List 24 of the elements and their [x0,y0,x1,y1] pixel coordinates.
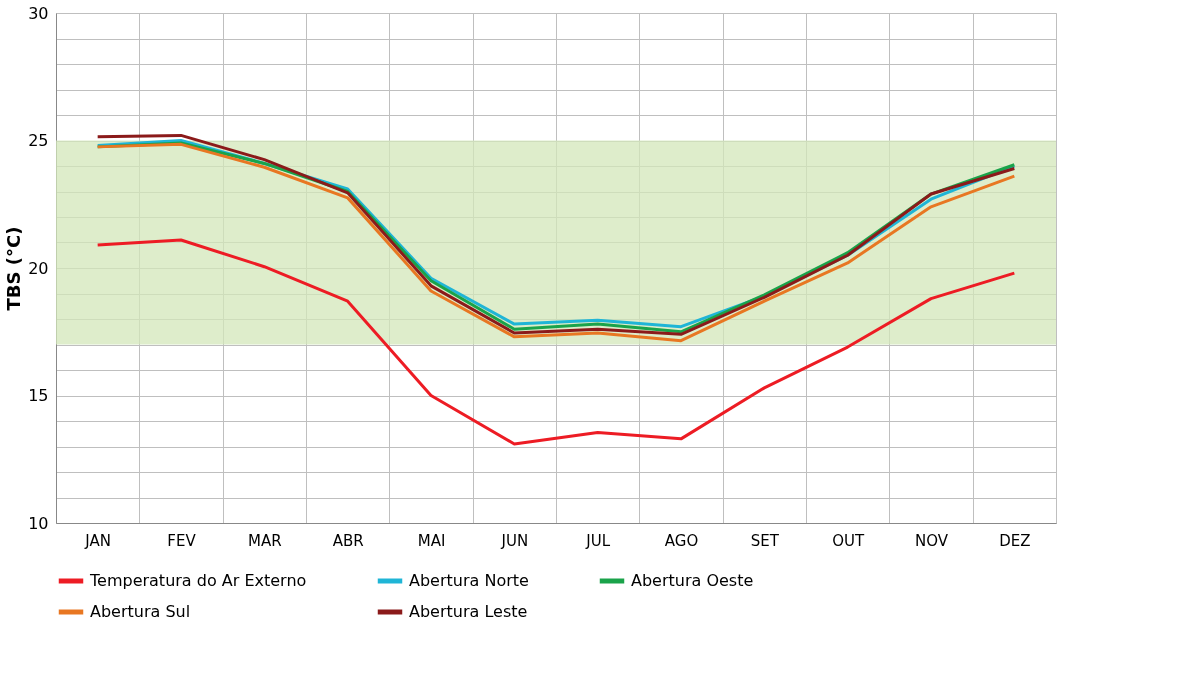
x-tick-label: JUL [585,531,611,550]
y-tick-label: 25 [28,131,49,150]
x-tick-label: OUT [832,531,865,550]
x-tick-label: DEZ [999,531,1031,550]
y-tick-label: 15 [28,386,49,405]
legend-label: Abertura Sul [90,602,191,621]
x-tick-label: MAR [248,531,282,550]
legend-label: Temperatura do Ar Externo [89,571,307,590]
y-tick-label: 10 [28,513,49,533]
legend-label: Abertura Norte [409,571,529,590]
x-tick-label: ABR [332,531,364,550]
x-tick-label: MAI [417,531,446,550]
y-tick-label: 30 [28,3,49,23]
y-tick-label: 20 [28,258,49,278]
line-series [96,238,1016,446]
x-tick-label: AGO [664,531,699,550]
y-axis-title: TBS (°C) [3,226,25,311]
legend-label: Abertura Leste [409,602,528,621]
x-tick-label: NOV [914,531,949,550]
x-tick-label: SET [750,531,780,550]
x-tick-label: FEV [167,531,197,550]
x-tick-label: JAN [84,531,111,550]
legend-label: Abertura Oeste [631,571,754,590]
x-tick-label: JUN [500,531,529,550]
